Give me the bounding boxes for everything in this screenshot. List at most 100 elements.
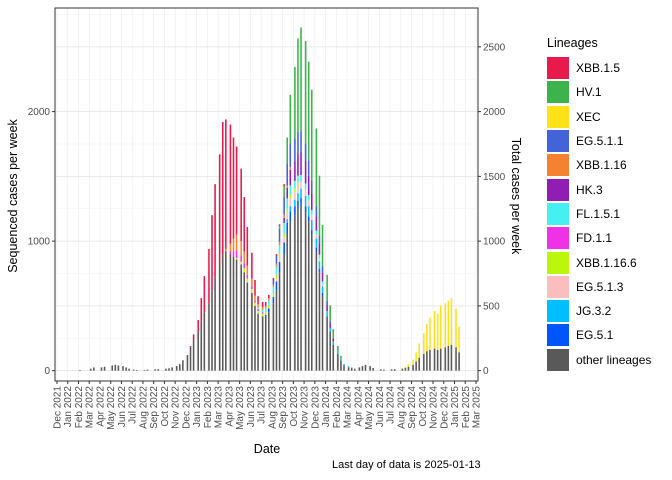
bar-segment-XBB-1-16-6 bbox=[289, 194, 292, 199]
bar-segment-XBB-1-5 bbox=[264, 302, 267, 306]
bar-segment-XBB-1-16-6 bbox=[251, 289, 253, 293]
x-tick-label: Aug 2022 bbox=[138, 386, 149, 429]
bar-segment-other-lineages bbox=[136, 369, 138, 371]
bar-segment-XBB-1-16 bbox=[261, 307, 264, 310]
bar-segment-XBB-1-5 bbox=[261, 302, 264, 308]
bar-segment-EG-5-1-1 bbox=[278, 228, 281, 242]
bar-segment-HV-1 bbox=[286, 137, 288, 164]
bar-segment-other-lineages bbox=[353, 368, 356, 371]
x-tick-label: Sep 2024 bbox=[407, 386, 418, 429]
bar-segment-EG-5-1 bbox=[321, 292, 324, 296]
legend-key bbox=[547, 348, 569, 371]
bar-segment-other-lineages bbox=[412, 364, 414, 371]
y2-tick-label: 0 bbox=[483, 366, 489, 377]
bar-segment-other-lineages bbox=[329, 331, 331, 371]
bar-segment-HV-1 bbox=[307, 61, 310, 161]
bar-segment-HV-1 bbox=[340, 355, 342, 359]
bar-segment-FL-1-5-1 bbox=[261, 309, 264, 313]
x-tick-label: Feb 2023 bbox=[203, 386, 214, 429]
bar-segment-other-lineages bbox=[447, 346, 450, 371]
bar-segment-other-lineages bbox=[272, 303, 275, 371]
bar-segment-XBB-1-5 bbox=[211, 215, 213, 291]
bar-segment-other-lineages bbox=[372, 368, 374, 371]
legend-item: XEC bbox=[547, 105, 651, 129]
bar-segment-HV-1 bbox=[278, 226, 281, 229]
x-tick-label: Nov 2023 bbox=[300, 386, 311, 429]
bar-segment-JG-3-2 bbox=[347, 366, 350, 368]
bar-segment-XBB-1-16 bbox=[272, 284, 275, 288]
bar-segment-XBB-1-16 bbox=[251, 278, 253, 287]
bar-segment-other-lineages bbox=[186, 355, 189, 371]
bar-segment-other-lineages bbox=[380, 369, 382, 371]
bar-segment-EG-5-1-3 bbox=[304, 189, 307, 196]
legend-key bbox=[547, 130, 569, 153]
bar-segment-XBB-1-5 bbox=[218, 154, 221, 265]
bar-segment-EG-5-1-1 bbox=[315, 206, 318, 217]
bar-segment-HK-3 bbox=[307, 175, 310, 196]
bar-segment-JG-3-2 bbox=[294, 199, 296, 207]
x-tick-label: Jan 2023 bbox=[192, 386, 203, 428]
bar-segment-JG-3-2 bbox=[350, 367, 353, 369]
bar-segment-XBB-1-5 bbox=[208, 248, 210, 304]
bar-segment-HK-3 bbox=[294, 161, 296, 181]
x-tick-label: Nov 2024 bbox=[429, 386, 440, 429]
bar-segment-EG-5-1-1 bbox=[304, 143, 307, 162]
bar-segment-FL-1-5-1 bbox=[283, 222, 285, 234]
bar-segment-XBB-1-5 bbox=[240, 168, 242, 242]
legend-item: EG.5.1.1 bbox=[547, 129, 651, 153]
bar-segment-XEC bbox=[412, 359, 414, 365]
bar-segment-other-lineages bbox=[175, 366, 178, 371]
bar-segment-XEC bbox=[401, 368, 404, 369]
bar-segment-XEC bbox=[444, 303, 447, 348]
bar-segment-FL-1-5-1 bbox=[318, 254, 321, 258]
x-tick-label: Mar 2024 bbox=[343, 386, 354, 429]
bar-segment-FD-1-1 bbox=[251, 286, 253, 290]
bar-segment-XBB-1-16 bbox=[275, 263, 278, 268]
bar-segment-JG-3-2 bbox=[304, 195, 307, 207]
bar-segment-XEC bbox=[404, 366, 407, 369]
bar-segment-EG-5-1-3 bbox=[318, 257, 321, 262]
bar-segment-EG-5-1 bbox=[268, 308, 270, 313]
bar-segment-FD-1-1 bbox=[261, 312, 264, 314]
bar-segment-other-lineages bbox=[251, 292, 253, 371]
bar-segment-FL-1-5-1 bbox=[278, 245, 281, 255]
bar-segment-HV-1 bbox=[294, 66, 296, 139]
bar-segment-XEC bbox=[439, 305, 442, 349]
bar-segment-other-lineages bbox=[93, 368, 95, 371]
bar-segment-XBB-1-5 bbox=[272, 278, 275, 281]
bar-segment-other-lineages bbox=[114, 364, 117, 371]
bar-segment-FL-1-5-1 bbox=[310, 210, 313, 215]
bar-segment-XBB-1-16-6 bbox=[235, 257, 238, 260]
legend-label: EG.5.1 bbox=[576, 328, 614, 343]
bar-segment-other-lineages bbox=[358, 367, 361, 371]
legend: Lineages XBB.1.5 HV.1 XEC EG.5.1.1 XBB.1.16 H… bbox=[547, 36, 651, 372]
bar-segment-HV-1 bbox=[326, 274, 328, 301]
legend-label: FL.1.5.1 bbox=[576, 206, 621, 221]
bar-segment-XBB-1-16 bbox=[257, 303, 259, 308]
bar-segment-XBB-1-16 bbox=[243, 251, 246, 264]
bar-segment-JG-3-2 bbox=[337, 351, 339, 354]
bar-segment-other-lineages bbox=[307, 221, 310, 371]
bar-segment-other-lineages bbox=[315, 251, 318, 371]
x-tick-label: May 2024 bbox=[364, 386, 375, 430]
y-tick-label: 1000 bbox=[28, 237, 51, 248]
legend-key bbox=[547, 105, 569, 128]
bar-segment-HV-1 bbox=[310, 89, 313, 181]
x-tick-label: Jun 2023 bbox=[246, 386, 257, 428]
bar-segment-FL-1-5-1 bbox=[272, 287, 275, 294]
bar-segment-FL-1-5-1 bbox=[304, 183, 307, 190]
bar-segment-EG-5-1 bbox=[304, 206, 307, 213]
bar-segment-other-lineages bbox=[369, 366, 371, 371]
bar-segment-EG-5-1-1 bbox=[294, 138, 296, 162]
bar-segment-other-lineages bbox=[235, 259, 238, 371]
legend-key bbox=[547, 227, 569, 250]
bar-segment-HV-1 bbox=[318, 175, 321, 236]
bar-segment-HK-3 bbox=[318, 243, 321, 255]
bar-segment-other-lineages bbox=[79, 369, 81, 371]
legend-key bbox=[547, 57, 569, 80]
bar-segment-XBB-1-5 bbox=[192, 334, 195, 340]
y2-tick-label: 2500 bbox=[483, 42, 506, 53]
legend-key bbox=[547, 178, 569, 201]
legend-label: XBB.1.16 bbox=[576, 158, 627, 173]
bar-segment-XBB-1-5 bbox=[232, 137, 235, 239]
